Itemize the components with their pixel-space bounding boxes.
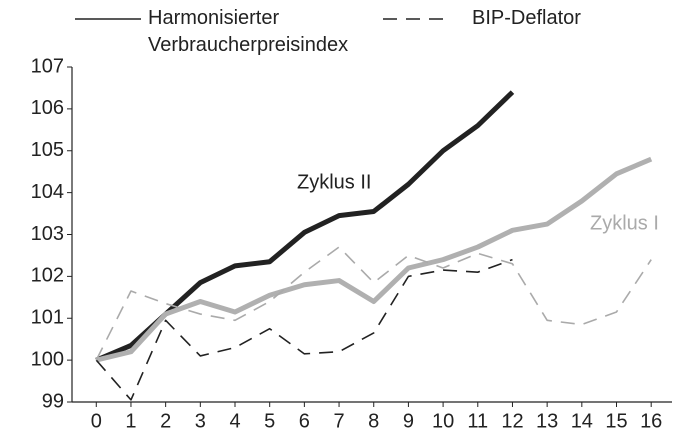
annotation: Zyklus I [590, 212, 659, 234]
x-tick-label: 3 [195, 410, 206, 432]
legend-label: BIP-Deflator [472, 7, 581, 29]
series-line [95, 246, 652, 361]
series-line [95, 258, 513, 401]
y-tick-label: 100 [31, 348, 64, 370]
x-tick-label: 10 [432, 410, 454, 432]
x-tick-label: 9 [403, 410, 414, 432]
x-tick-label: 16 [640, 410, 662, 432]
y-tick-label: 103 [31, 223, 64, 245]
y-tick-label: 101 [31, 307, 64, 329]
x-tick-label: 12 [501, 410, 523, 432]
y-tick-label: 99 [42, 390, 64, 412]
y-tick-label: 106 [31, 97, 64, 119]
legend-label: Harmonisierter Verbraucherpreisindex [148, 7, 349, 56]
x-tick-label: 11 [467, 410, 488, 432]
x-tick-label: 7 [333, 410, 344, 432]
y-tick-label: 105 [31, 139, 64, 161]
y-tick-label: 104 [31, 181, 64, 203]
y-tick-label: 102 [31, 265, 64, 287]
x-tick-label: 4 [229, 410, 240, 432]
x-tick-label: 14 [571, 410, 593, 432]
annotation: Zyklus II [297, 171, 371, 193]
y-tick-label: 107 [31, 55, 64, 77]
x-tick-label: 8 [368, 410, 379, 432]
x-tick-label: 13 [536, 410, 558, 432]
x-tick-label: 2 [160, 410, 171, 432]
x-tick-label: 6 [299, 410, 310, 432]
x-tick-label: 0 [91, 410, 102, 432]
x-tick-label: 1 [125, 410, 136, 432]
x-tick-label: 15 [605, 410, 627, 432]
series-line [95, 156, 653, 363]
x-tick-label: 5 [264, 410, 275, 432]
